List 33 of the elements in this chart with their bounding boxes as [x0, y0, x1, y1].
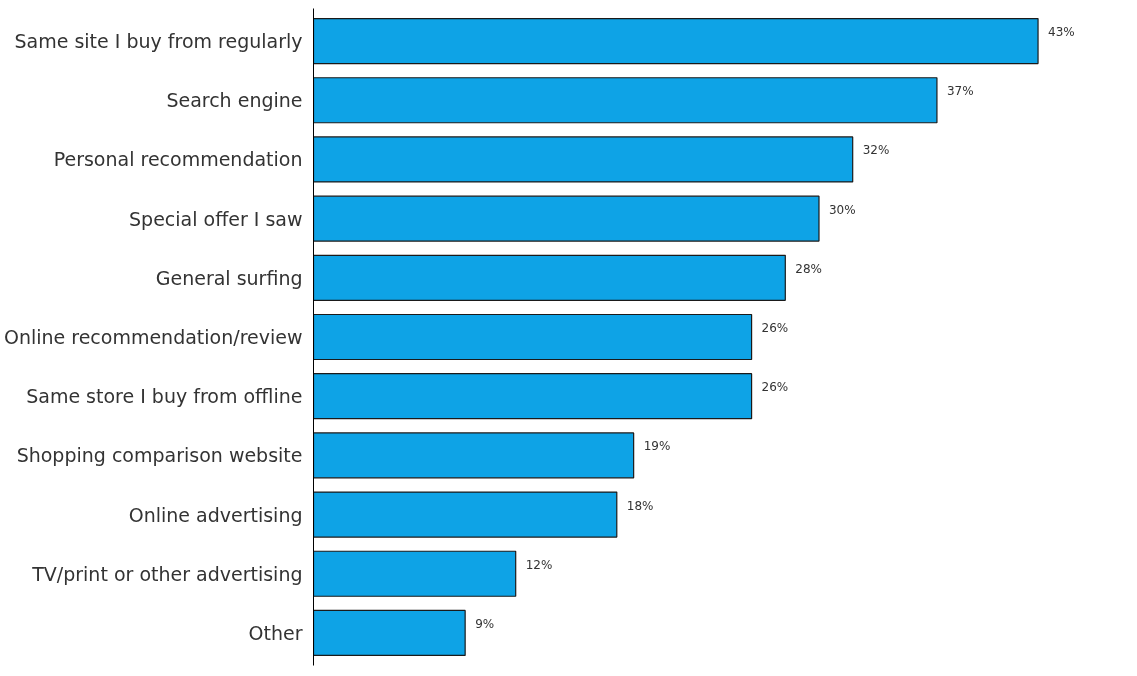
data-label: 32% [862, 143, 890, 158]
y-tick-label: TV/print or other advertising [31, 562, 303, 585]
bar [313, 254, 786, 301]
bar [313, 136, 854, 183]
y-tick-label: Same store I buy from offline [26, 385, 303, 408]
bar [313, 195, 820, 242]
y-tick-label: Same site I buy from regularly [14, 30, 303, 53]
y-tick-label: Special offer I saw [129, 207, 303, 230]
bar [313, 77, 938, 124]
data-label: 28% [795, 261, 822, 276]
data-label: 9% [475, 616, 495, 631]
y-tick-label: Online recommendation/review [3, 326, 303, 348]
bar [313, 17, 1039, 65]
data-label: 26% [761, 380, 789, 395]
bar [313, 491, 618, 538]
bar [313, 313, 753, 361]
y-tick-label: Online advertising [128, 503, 303, 526]
data-label: 26% [761, 321, 789, 335]
y-tick-label: Shopping comparison website [16, 444, 303, 467]
data-label: 18% [626, 498, 654, 513]
data-label: 12% [525, 557, 553, 572]
y-tick-label: Other [248, 621, 303, 644]
bar [313, 609, 466, 657]
bar [313, 550, 517, 597]
data-label: 30% [829, 202, 856, 217]
y-tick-label: Search engine [166, 89, 303, 112]
data-label: 37% [946, 84, 974, 99]
bar [313, 432, 635, 479]
data-label: 43% [1048, 25, 1075, 40]
y-tick-label: Personal recommendation [53, 148, 303, 171]
data-label: 19% [643, 439, 671, 454]
y-tick-label: General surfing [155, 266, 303, 289]
bar [313, 373, 753, 420]
